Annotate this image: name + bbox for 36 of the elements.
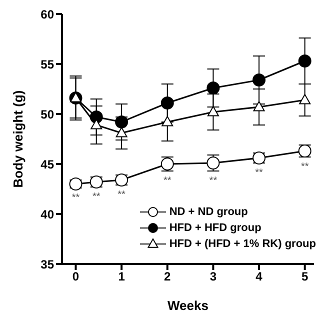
point — [115, 116, 128, 128]
x-tick-label: 1 — [118, 270, 126, 284]
point — [90, 119, 102, 130]
y-axis-title: Body weight (g) — [10, 90, 26, 188]
legend-label: ND + ND group — [169, 205, 248, 220]
x-tick-label: 0 — [72, 270, 80, 284]
point — [253, 101, 265, 112]
point — [162, 116, 174, 126]
annotation: ** — [255, 168, 264, 179]
y-tick-label: 35 — [40, 257, 54, 272]
point — [299, 94, 311, 104]
point — [90, 110, 103, 124]
y-tick-label: 40 — [40, 207, 54, 222]
legend-label: HFD + (HFD + 1% RK) group — [169, 237, 316, 252]
y-tick-label: 50 — [40, 107, 54, 122]
annotation: ** — [163, 176, 172, 187]
y-tick-label: 60 — [40, 7, 54, 22]
x-tick-label: 5 — [301, 270, 308, 284]
point — [116, 127, 128, 138]
annotation: ** — [118, 190, 126, 201]
x-tick-label: 4 — [256, 270, 263, 284]
point — [160, 96, 174, 110]
point — [252, 74, 266, 86]
annotation: ** — [72, 192, 80, 204]
annotation: ** — [209, 176, 218, 187]
annotation: ** — [92, 192, 100, 203]
y-tick-label: 55 — [40, 57, 54, 72]
x-axis-title: Weeks — [168, 298, 208, 313]
point — [298, 54, 312, 68]
x-tick-label: 3 — [210, 270, 217, 284]
annotation: ** — [300, 162, 309, 173]
y-tick-label: 45 — [40, 157, 54, 172]
point — [206, 82, 220, 94]
point — [207, 106, 219, 116]
x-tick-label: 2 — [164, 270, 172, 284]
legend-label: HFD + HFD group — [169, 221, 262, 236]
